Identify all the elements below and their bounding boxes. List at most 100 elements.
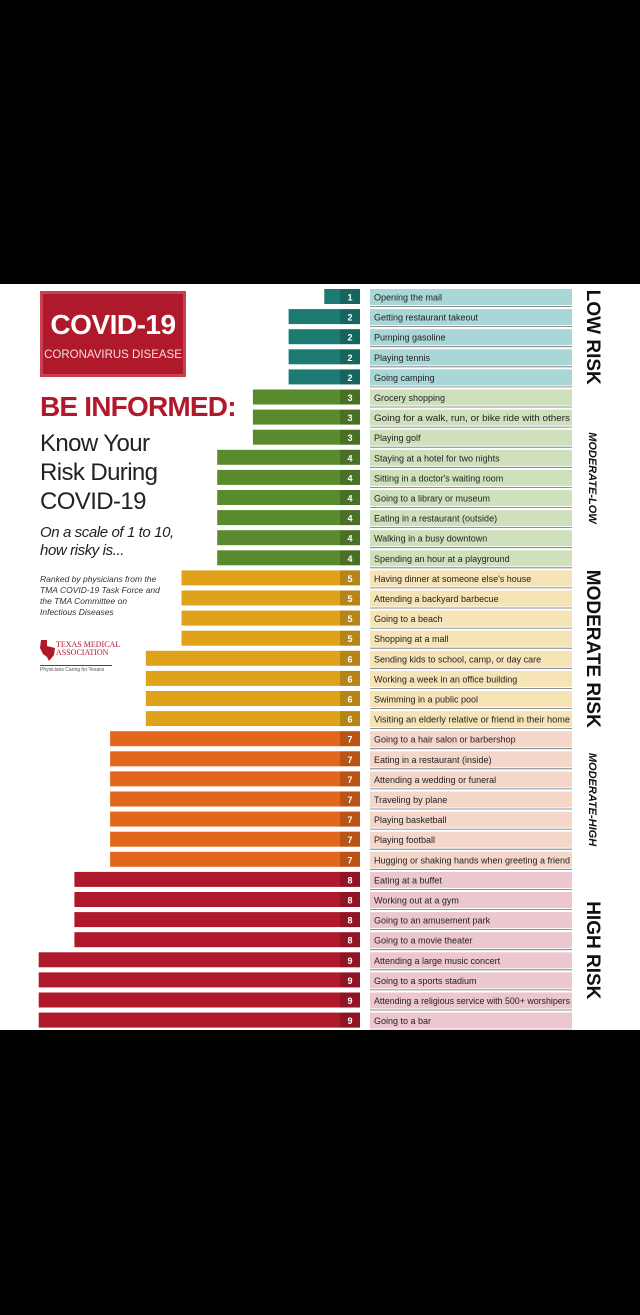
value-label: 7 [347, 815, 352, 825]
covid-logo-box: COVID-19 CORONAVIRUS DISEASE [40, 291, 186, 377]
label-background [370, 751, 572, 768]
bar-13 [217, 530, 360, 546]
value-label: 7 [347, 775, 352, 785]
value-label: 8 [347, 875, 352, 885]
category-label: Getting restaurant takeout [374, 313, 479, 323]
value-label: 9 [347, 996, 352, 1006]
category-label: Shopping at a mall [374, 634, 449, 644]
category-label: Going to an amusement park [374, 916, 491, 926]
bar-20 [145, 670, 360, 686]
bar-35 [38, 972, 360, 988]
bar-14 [217, 550, 360, 566]
band-label: MODERATE-LOW [586, 432, 598, 525]
label-background [370, 490, 572, 506]
value-label: 8 [347, 896, 352, 906]
value-chip [340, 952, 360, 968]
category-label: Sitting in a doctor's waiting room [374, 473, 503, 483]
category-label: Hugging or shaking hands when greeting a… [374, 855, 570, 865]
bar-10 [217, 469, 360, 485]
bar-32 [74, 912, 361, 928]
value-chip [340, 329, 360, 345]
label-background [370, 831, 572, 848]
category-label: Playing golf [374, 433, 421, 443]
bar-34 [38, 952, 360, 968]
value-label: 4 [347, 534, 352, 544]
subhead: Know Your Risk During COVID-19 [40, 430, 158, 515]
bar-22 [145, 711, 360, 727]
value-chip [340, 751, 360, 767]
value-label: 3 [347, 413, 352, 423]
covid-subtitle: CORONAVIRUS DISEASE [44, 349, 182, 361]
value-chip [340, 912, 360, 928]
bar-23 [110, 731, 360, 747]
value-label: 4 [347, 514, 352, 524]
category-label: Staying at a hotel for two nights [374, 453, 500, 463]
label-background [370, 711, 572, 728]
value-chip [340, 570, 360, 586]
value-label: 7 [347, 755, 352, 765]
bar-9 [217, 449, 360, 465]
bar-18 [181, 630, 360, 646]
category-label: Traveling by plane [374, 795, 447, 805]
label-background [370, 1012, 572, 1029]
category-label: Eating at a buffet [374, 875, 442, 885]
category-label: Going to a movie theater [374, 936, 473, 946]
category-label: Eating in a restaurant (inside) [374, 755, 492, 765]
band-background [576, 869, 608, 1030]
category-label: Going to a sports stadium [374, 976, 477, 986]
category-label: Attending a large music concert [374, 956, 501, 966]
category-label: Going to a bar [374, 1016, 431, 1026]
label-background [370, 952, 572, 969]
value-label: 6 [347, 674, 352, 684]
label-background [370, 329, 572, 346]
category-label: Eating in a restaurant (outside) [374, 514, 497, 524]
value-label: 7 [347, 835, 352, 845]
value-chip [340, 972, 360, 988]
bar-21 [145, 691, 360, 706]
bar-11 [217, 490, 360, 505]
tma-name: TEXAS MEDICAL ASSOCIATION [56, 640, 120, 657]
value-label: 5 [347, 634, 352, 644]
value-label: 2 [347, 333, 352, 343]
category-label: Attending a wedding or funeral [374, 775, 496, 785]
value-label: 1 [347, 293, 352, 303]
value-chip [340, 550, 360, 566]
category-label: Going to a beach [374, 614, 443, 624]
label-background [370, 409, 572, 426]
bar-7 [252, 409, 360, 425]
label-background [370, 892, 572, 908]
bar-27 [110, 811, 360, 827]
bar-19 [145, 650, 360, 666]
label-background [370, 691, 572, 707]
bar-37 [38, 1012, 360, 1028]
value-chip [340, 309, 360, 325]
value-chip [340, 389, 360, 405]
bar-31 [74, 892, 361, 907]
ranked-note: Ranked by physicians from the TMA COVID-… [40, 574, 160, 617]
category-label: Working out at a gym [374, 896, 459, 906]
label-background [370, 349, 572, 366]
label-background [370, 570, 572, 587]
value-label: 4 [347, 494, 352, 504]
bar-26 [110, 791, 360, 807]
value-chip [340, 630, 360, 646]
label-background [370, 369, 572, 386]
category-label: Grocery shopping [374, 393, 445, 403]
label-background [370, 912, 572, 929]
bar-6 [252, 389, 360, 405]
label-background [370, 289, 572, 305]
scale-question: On a scale of 1 to 10, how risky is... [40, 524, 174, 559]
category-label: Going to a library or museum [374, 494, 490, 504]
label-background [370, 590, 572, 607]
label-background [370, 610, 572, 627]
category-label: Walking in a busy downtown [374, 534, 487, 544]
bar-33 [74, 932, 361, 948]
value-label: 9 [347, 956, 352, 966]
value-chip [340, 510, 360, 526]
category-label: Playing basketball [374, 815, 447, 825]
label-background [370, 791, 572, 808]
label-background [370, 429, 572, 446]
value-label: 4 [347, 473, 352, 483]
label-background [370, 670, 572, 687]
label-background [370, 650, 572, 667]
